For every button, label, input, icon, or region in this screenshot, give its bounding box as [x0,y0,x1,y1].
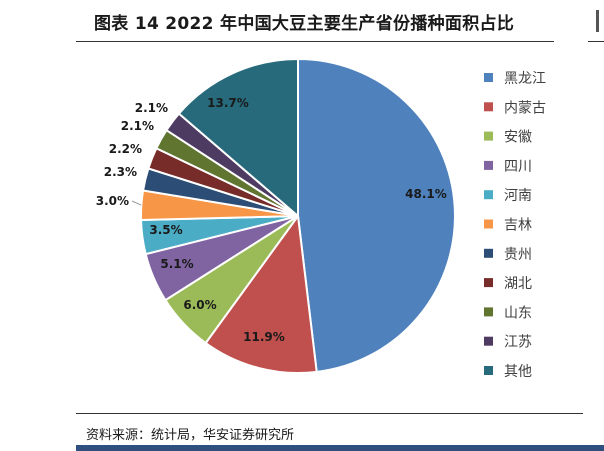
legend-label-henan: 河南 [504,188,532,204]
legend-label-sichuan: 四川 [504,159,532,175]
legend-swatch-sichuan [484,160,493,170]
data-label-jilin: 3.0% [96,194,129,208]
legend-label-hubei: 湖北 [504,276,532,292]
legend-label-neimenggu: 内蒙古 [504,100,546,116]
source-divider [76,413,583,414]
data-label-neimenggu: 11.9% [243,330,285,344]
legend-label-heilongjiang: 黑龙江 [504,71,546,87]
pie-slice-other [177,57,299,219]
data-label-guizhou: 2.3% [104,165,137,179]
title-divider [76,41,554,42]
data-label-other: 13.7% [207,96,249,110]
legend-swatch-jiangsu [484,336,493,346]
legend-swatch-anhui [484,131,493,141]
legend-swatch-henan [484,190,493,200]
legend-swatch-shandong [484,307,493,317]
legend-label-shandong: 山东 [504,305,532,321]
source-note: 资料来源：统计局，华安证券研究所 [86,428,295,443]
pie-data-labels: 48.1% 11.9% 6.0% 5.1% 3.5% 3.0% 2.3% 2.2% 2.1% 2.… [96,96,447,344]
legend-swatch-heilongjiang [484,73,493,82]
legend-label-other: 其他 [504,364,532,380]
data-label-heilongjiang: 48.1% [405,187,447,201]
next-figure-divider [588,41,604,42]
legend-label-anhui: 安徽 [504,130,532,146]
data-label-hubei: 2.2% [109,142,142,156]
leader-line-jilin [131,200,142,206]
data-label-sichuan: 5.1% [160,257,193,271]
footer-bar [76,445,604,451]
next-figure-marker [596,10,604,32]
legend-label-jilin: 吉林 [504,218,532,234]
chart-title: 图表 14 2022 年中国大豆主要生产省份播种面积占比 [94,14,515,34]
pie-slice-neimenggu [204,213,318,374]
legend-swatch-hubei [484,278,493,288]
data-label-jiangsu: 2.1% [135,101,168,115]
legend-label-jiangsu: 江苏 [504,335,532,351]
legend-label-guizhou: 贵州 [504,247,532,263]
legend-swatch-guizhou [484,248,493,258]
legend-swatch-other [484,366,493,375]
data-label-anhui: 6.0% [183,298,216,312]
pie-slice-heilongjiang [297,57,456,373]
data-label-henan: 3.5% [149,223,182,237]
legend-swatch-jilin [484,219,493,229]
pie-slices [140,57,456,374]
data-label-shandong: 2.1% [121,119,154,133]
legend-swatch-neimenggu [484,102,493,112]
